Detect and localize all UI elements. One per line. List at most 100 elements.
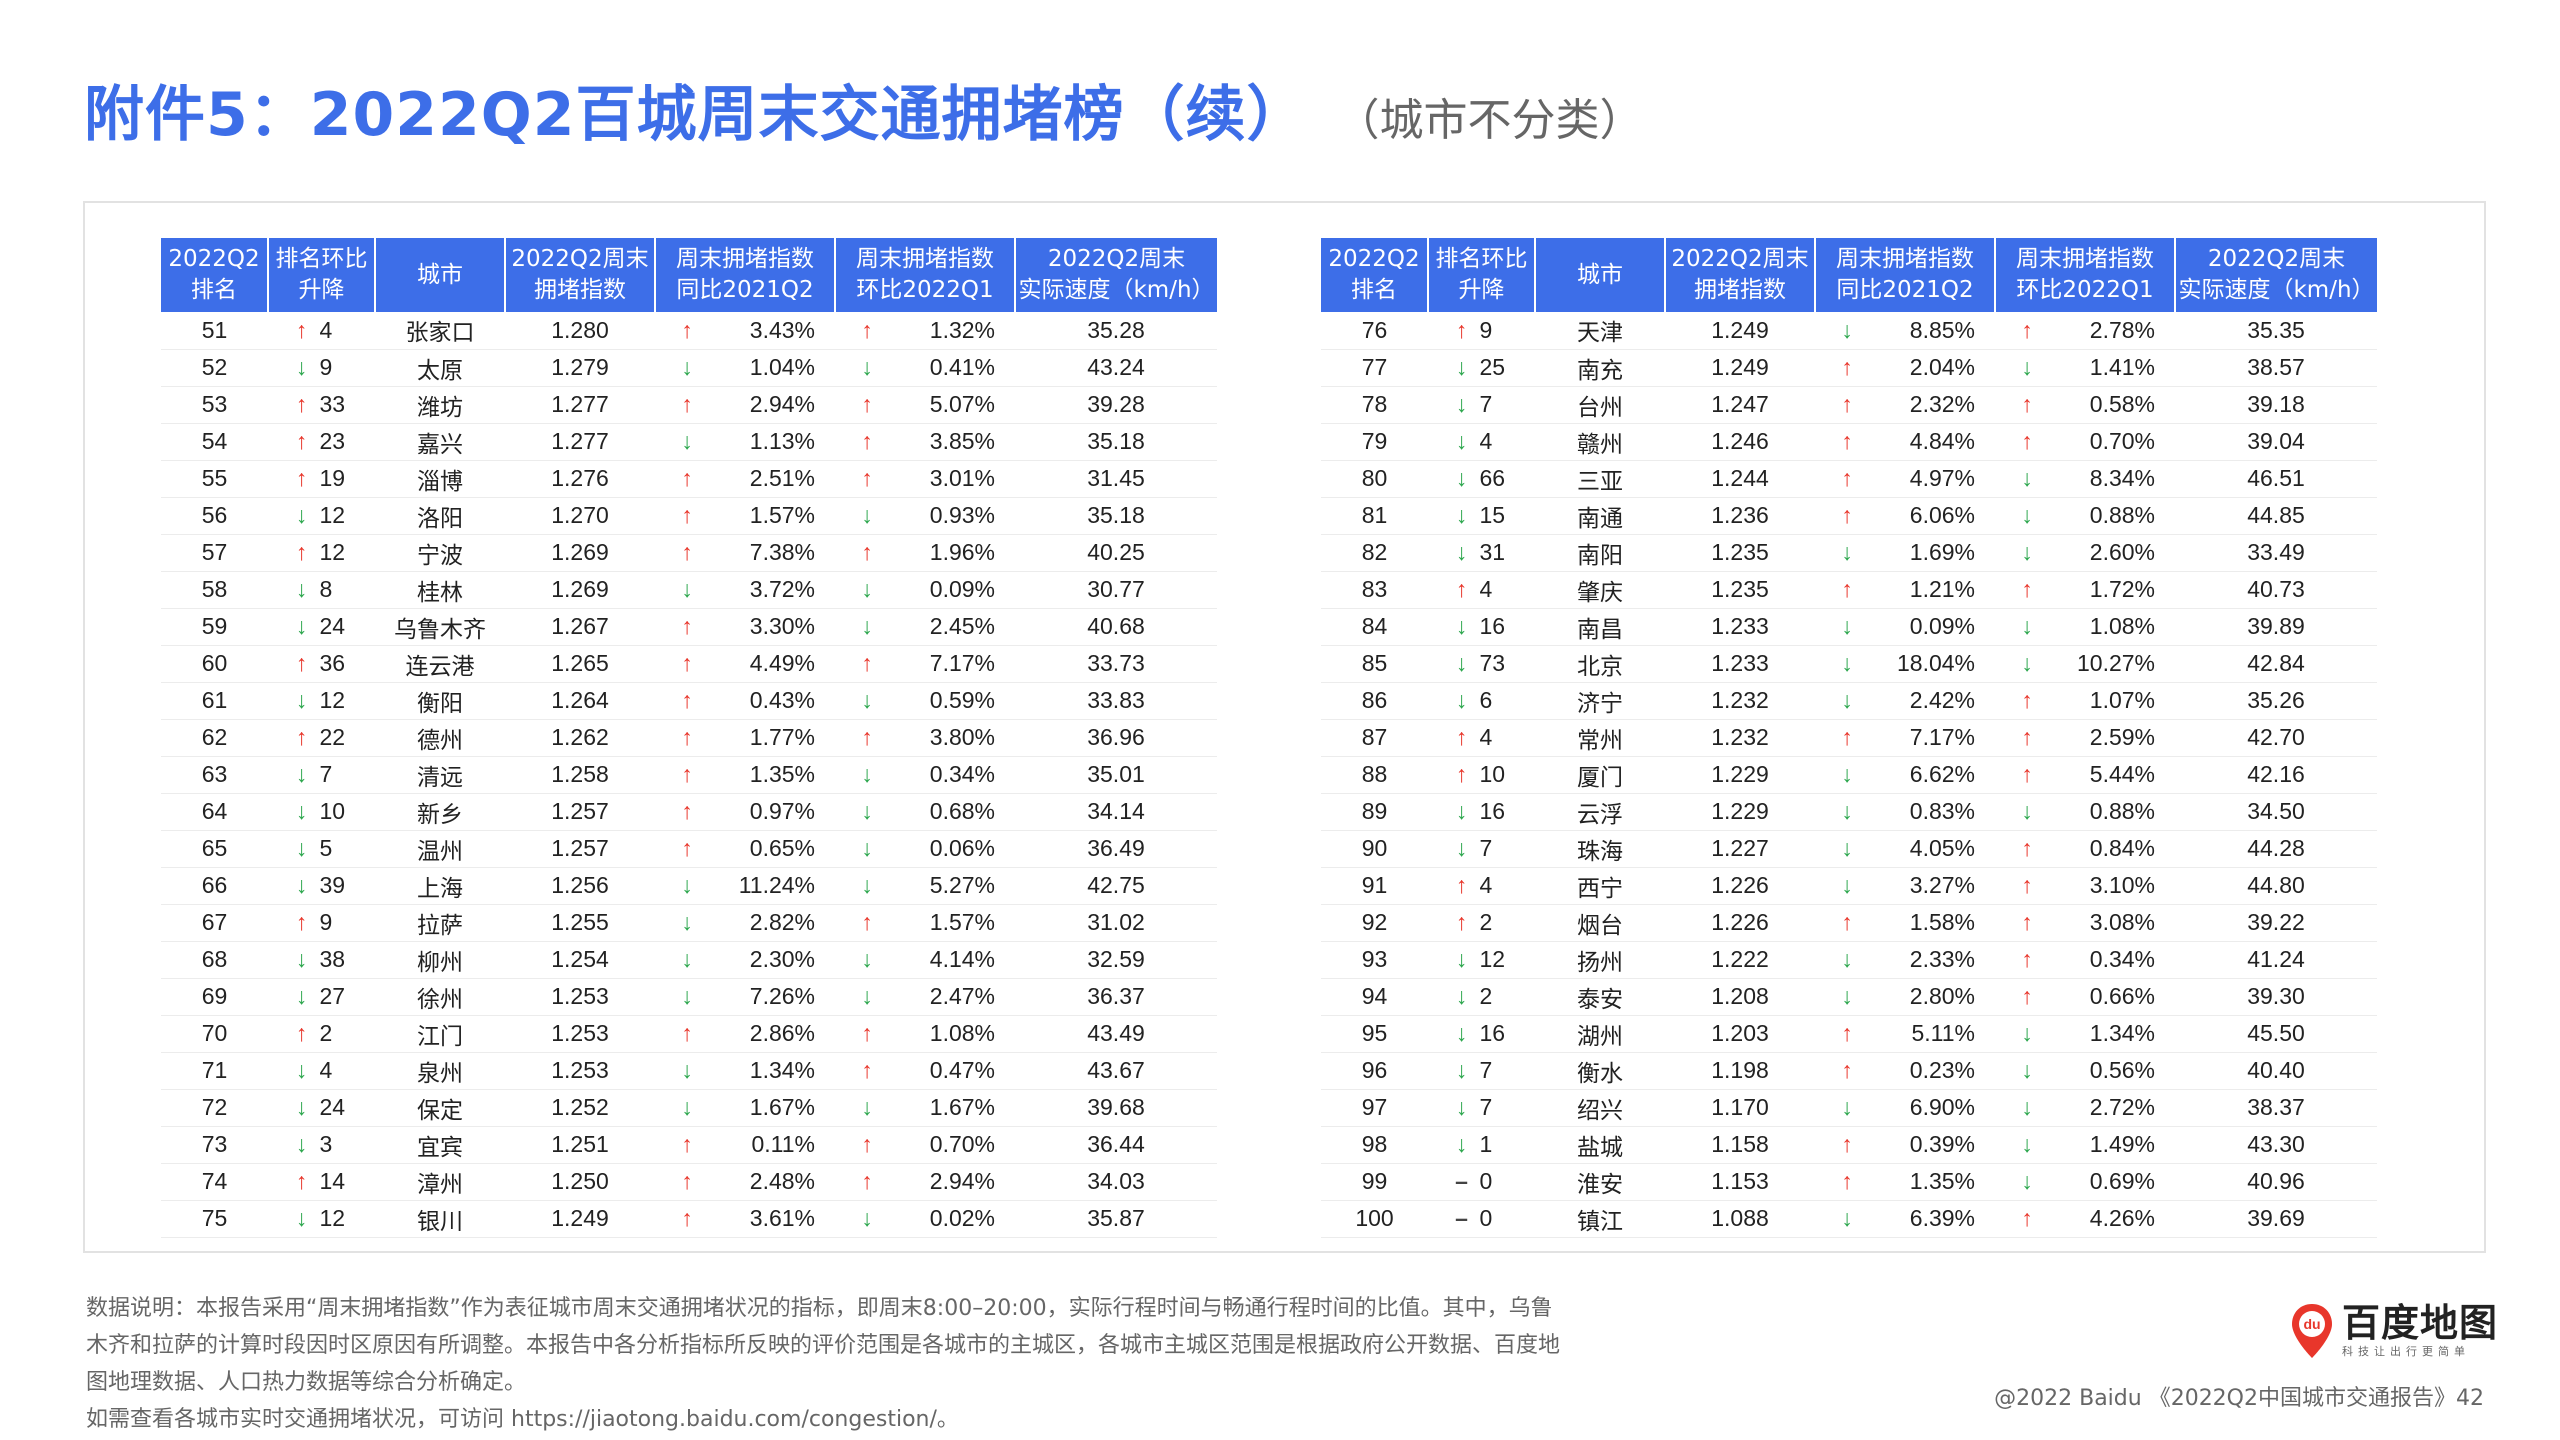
congestion-index-cell: 1.249 [1665,349,1815,387]
trend-up-icon: ↑ [681,798,693,824]
yoy-change-value: 1.69% [1909,539,1975,565]
column-header-line: 2022Q2周末 [1047,246,1186,272]
yoy-change: ↓ 2.42% [1835,687,1975,714]
trend-down-icon: ↓ [861,687,873,713]
speed-cell: 43.24 [1015,349,1217,387]
yoy-change-value: 2.51% [749,465,815,491]
qoq-change: ↑ 1.57% [855,909,995,936]
qoq-change-value: 1.07% [2089,687,2155,713]
qoq-change: ↑ 0.66% [2015,983,2155,1010]
rank-change: ↓ 3 [290,1131,354,1158]
table-row: 100 –0 镇江 1.088 ↓ 6.39% ↑ 4.26% 39.69 [1321,1200,2377,1238]
yoy-change-cell: ↓ 6.39% [1815,1200,1995,1238]
qoq-change-cell: ↑ 0.70% [1995,423,2175,461]
trend-down-icon: ↓ [295,798,308,824]
rank-cell: 81 [1321,497,1428,535]
rank-cell: 70 [161,1015,268,1053]
congestion-index-cell: 1.232 [1665,719,1815,757]
yoy-change-cell: ↑ 1.35% [1815,1163,1995,1201]
rank-change-cell: ↑ 33 [268,386,375,424]
column-header-line: 2022Q2 [168,246,260,272]
trend-up-icon: ↑ [1841,502,1853,528]
trend-up-icon: ↑ [1841,465,1853,491]
yoy-change: ↑ 0.97% [675,798,815,825]
city-cell: 洛阳 [375,497,505,535]
rank-cell: 52 [161,349,268,387]
rank-cell: 83 [1321,571,1428,609]
qoq-change-value: 0.09% [929,576,995,602]
qoq-change-cell: ↓ 10.27% [1995,645,2175,683]
table-row: 95 ↓ 16 湖州 1.203 ↑ 5.11% ↓ 1.34% 45.50 [1321,1015,2377,1053]
table-row: 62 ↑ 22 德州 1.262 ↑ 1.77% ↑ 3.80% 36.96 [161,719,1217,757]
rank-change-value: 14 [319,1168,346,1194]
trend-up-icon: ↑ [2021,316,2033,343]
qoq-change: ↓ 0.02% [855,1205,995,1232]
column-header-line: 同比2021Q2 [676,277,814,303]
city-cell: 银川 [375,1200,505,1238]
city-cell: 南通 [1535,497,1665,535]
congestion-index-cell: 1.253 [505,1052,655,1090]
rank-change: ↓ 27 [290,983,354,1010]
rank-change-value: 38 [319,946,346,972]
yoy-change: ↓ 1.13% [675,428,815,455]
yoy-change-value: 8.85% [1909,316,1975,343]
qoq-change-value: 2.72% [2089,1094,2155,1120]
trend-up-icon: ↑ [681,687,693,713]
congestion-index-cell: 1.277 [505,386,655,424]
speed-cell: 35.28 [1015,312,1217,350]
table-row: 76 ↑ 9 天津 1.249 ↓ 8.85% ↑ 2.78% 35.35 [1321,312,2377,350]
trend-up-icon: ↑ [681,1131,693,1157]
qoq-change-cell: ↑ 2.59% [1995,719,2175,757]
column-header-line: 排名环比 [275,246,368,272]
trend-down-icon: ↓ [295,835,308,861]
trend-up-icon: ↑ [681,1205,693,1231]
rank-cell: 72 [161,1089,268,1127]
rank-change-value: 4 [1479,872,1493,898]
yoy-change-cell: ↑ 7.38% [655,534,835,572]
rank-change-cell: ↓ 7 [1428,1052,1535,1090]
congestion-index-cell: 1.246 [1665,423,1815,461]
yoy-change-cell: ↓ 0.09% [1815,608,1995,646]
speed-cell: 34.50 [2175,793,2377,831]
qoq-change-cell: ↑ 3.10% [1995,867,2175,905]
city-cell: 北京 [1535,645,1665,683]
yoy-change-value: 4.84% [1909,428,1975,454]
congestion-index-cell: 1.244 [1665,460,1815,498]
speed-cell: 36.44 [1015,1126,1217,1164]
column-header: 排名环比 升降 [268,238,376,312]
yoy-change-cell: ↑ 0.23% [1815,1052,1995,1090]
rank-change: ↓ 73 [1450,650,1514,677]
trend-down-icon: ↓ [295,687,308,713]
city-cell: 乌鲁木齐 [375,608,505,646]
rank-change: ↑ 22 [290,724,354,751]
rank-cell: 88 [1321,756,1428,794]
yoy-change-cell: ↑ 3.61% [655,1200,835,1238]
column-header: 2022Q2周末 拥堵指数 [505,238,656,312]
yoy-change-value: 2.42% [1909,687,1975,713]
rank-change: ↓ 15 [1450,502,1514,529]
table-row: 71 ↓ 4 泉州 1.253 ↓ 1.34% ↑ 0.47% 43.67 [161,1052,1217,1090]
yoy-change: ↑ 2.51% [675,465,815,492]
rank-change-cell: ↓ 24 [268,1089,375,1127]
rank-change-value: 16 [1479,798,1506,824]
rank-change-value: 7 [1479,391,1493,417]
yoy-change: ↑ 2.48% [675,1168,815,1195]
yoy-change: ↑ 3.30% [675,613,815,640]
qoq-change-cell: ↑ 2.94% [835,1163,1015,1201]
qoq-change-value: 0.06% [929,835,995,861]
table-body: 76 ↑ 9 天津 1.249 ↓ 8.85% ↑ 2.78% 35.35 77 ↓ 25 南充 1.249… [1321,312,2377,1238]
speed-cell: 42.70 [2175,719,2377,757]
city-cell: 云浮 [1535,793,1665,831]
rank-change-value: 19 [319,465,346,491]
qoq-change: ↑ 5.44% [2015,761,2155,788]
congestion-index-cell: 1.229 [1665,793,1815,831]
speed-cell: 38.57 [2175,349,2377,387]
yoy-change: ↑ 2.94% [675,391,815,418]
trend-down-icon: ↓ [2021,1020,2033,1046]
qoq-change-cell: ↓ 1.49% [1995,1126,2175,1164]
trend-up-icon: ↑ [295,909,308,935]
yoy-change-value: 2.32% [1909,391,1975,417]
table-row: 85 ↓ 73 北京 1.233 ↓ 18.04% ↓ 10.27% 42.84 [1321,645,2377,683]
speed-cell: 39.22 [2175,904,2377,942]
yoy-change-value: 3.43% [749,316,815,343]
